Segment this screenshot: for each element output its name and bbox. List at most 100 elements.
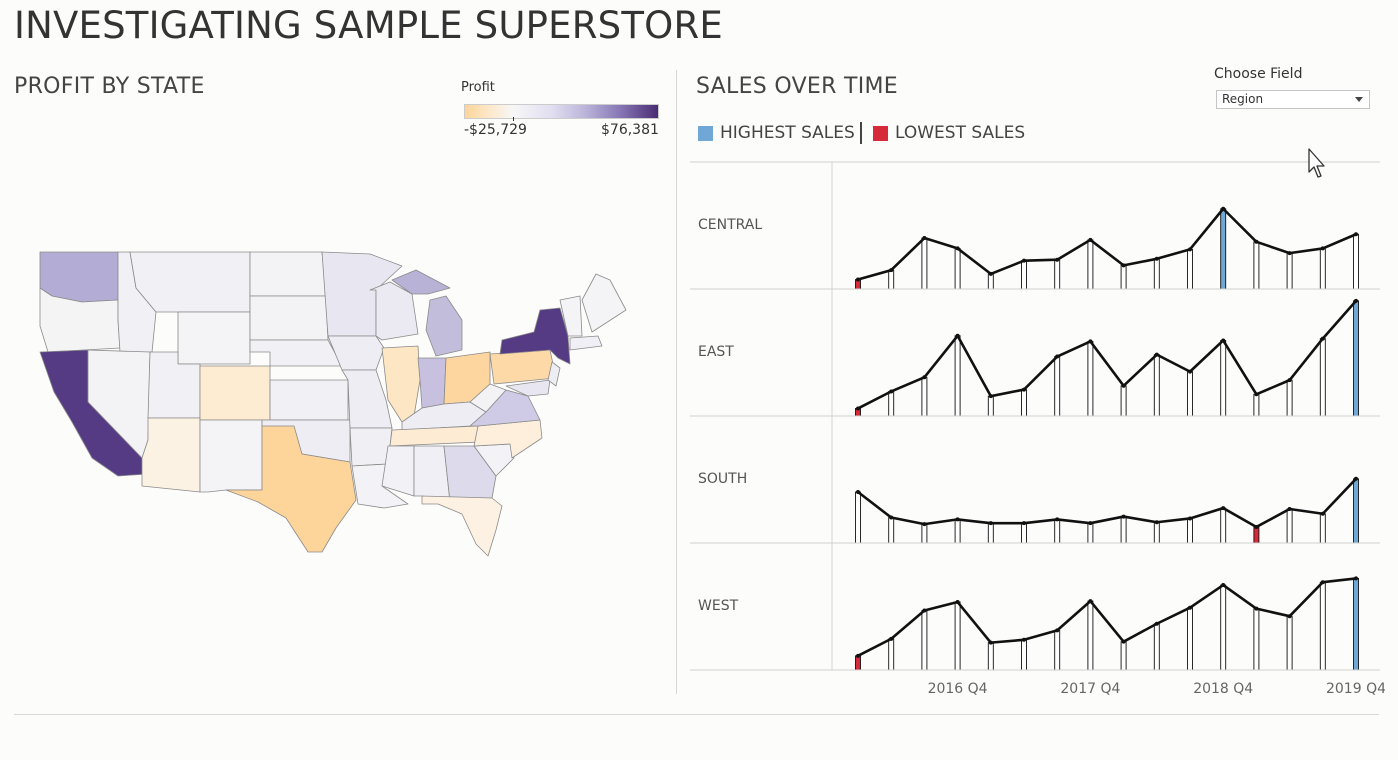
state-nebraska[interactable] xyxy=(249,339,343,367)
state-vermont-nh[interactable] xyxy=(559,295,583,337)
sales-point xyxy=(955,246,960,251)
sales-bar xyxy=(888,638,895,671)
sales-bar xyxy=(1286,508,1293,544)
state-texas[interactable] xyxy=(225,425,357,553)
sales-point xyxy=(889,636,894,641)
row-label-west: WEST xyxy=(698,598,739,614)
state-kansas[interactable] xyxy=(269,379,349,421)
sales-bar xyxy=(1220,584,1227,671)
sales-line-east xyxy=(857,299,1357,410)
sales-point xyxy=(1022,637,1026,642)
sales-point xyxy=(1354,232,1358,237)
mouse-pointer-icon xyxy=(1308,148,1325,178)
state-colorado[interactable] xyxy=(199,365,271,421)
sales-point xyxy=(889,389,894,394)
choose-field-label: Choose Field xyxy=(1214,66,1303,82)
state-new-mexico[interactable] xyxy=(199,419,263,493)
profit-by-state-title: PROFIT BY STATE xyxy=(14,74,205,99)
sales-bar xyxy=(1286,615,1293,671)
sales-point xyxy=(1221,206,1226,211)
state-massachusetts[interactable] xyxy=(569,335,603,351)
state-montana[interactable] xyxy=(129,251,251,313)
state-michigan[interactable] xyxy=(425,295,463,357)
sales-over-time-chart[interactable]: CENTRAL EAST SOUTH WEST 2016 Q4 2017 Q4 2018 Q… xyxy=(690,158,1385,698)
state-michigan-upper[interactable] xyxy=(391,269,451,295)
sales-point xyxy=(1320,511,1325,516)
sales-bar-highest xyxy=(1353,478,1359,544)
sales-point xyxy=(1154,520,1159,525)
sales-bar xyxy=(1253,393,1260,417)
sales-bar xyxy=(921,376,928,417)
sales-bar xyxy=(987,522,994,544)
state-new-york[interactable] xyxy=(499,307,571,365)
sales-bar xyxy=(954,335,961,417)
sales-bar xyxy=(1054,629,1061,671)
state-florida[interactable] xyxy=(421,495,503,557)
sales-point xyxy=(1188,247,1192,252)
sales-bar xyxy=(1153,258,1160,290)
state-north-dakota[interactable] xyxy=(249,251,327,297)
x-tick-label: 2018 Q4 xyxy=(1193,681,1253,697)
legend-highest[interactable]: HIGHEST SALES xyxy=(698,122,855,144)
sales-point xyxy=(988,521,993,526)
sales-point xyxy=(955,517,960,522)
state-wisconsin[interactable] xyxy=(369,281,419,341)
state-maine[interactable] xyxy=(581,273,627,333)
sales-bar xyxy=(1021,639,1027,671)
sales-point xyxy=(1154,352,1159,357)
state-georgia[interactable] xyxy=(443,445,497,503)
sales-point xyxy=(1221,506,1226,511)
sales-point xyxy=(1055,517,1060,522)
sales-bar xyxy=(954,247,961,290)
panel-divider xyxy=(676,70,677,694)
dashboard-title: INVESTIGATING SAMPLE SUPERSTORE xyxy=(14,4,723,47)
sales-point xyxy=(856,277,860,282)
sales-point xyxy=(922,375,927,380)
sales-bar xyxy=(1087,600,1094,671)
legend-lowest[interactable]: LOWEST SALES xyxy=(873,122,1025,144)
sales-point xyxy=(1088,237,1093,242)
sales-point xyxy=(1254,392,1259,397)
sales-bar xyxy=(1187,607,1193,671)
profit-color-gradient[interactable] xyxy=(464,104,659,119)
sales-bar xyxy=(1153,354,1160,417)
sales-point xyxy=(1022,258,1026,263)
choose-field-dropdown[interactable]: Region xyxy=(1216,90,1370,109)
sales-bar xyxy=(1120,264,1127,290)
sales-point xyxy=(1055,354,1060,359)
state-pennsylvania[interactable] xyxy=(489,349,557,385)
sales-point xyxy=(988,640,993,645)
state-maryland[interactable] xyxy=(505,379,551,397)
state-missouri[interactable] xyxy=(341,369,393,429)
state-west-virginia[interactable] xyxy=(469,383,507,413)
state-indiana[interactable] xyxy=(417,357,447,409)
sales-bar xyxy=(1319,247,1326,290)
sales-point xyxy=(1055,628,1060,633)
row-label-east: EAST xyxy=(698,344,734,360)
sales-bar xyxy=(1286,252,1293,290)
sales-point xyxy=(1354,476,1358,481)
state-south-dakota[interactable] xyxy=(249,295,329,341)
chevron-down-icon[interactable] xyxy=(1355,97,1363,102)
sales-bar xyxy=(1153,521,1160,544)
sales-bar-highest xyxy=(1353,300,1359,417)
state-washington[interactable] xyxy=(39,251,119,303)
state-iowa[interactable] xyxy=(327,335,385,371)
sales-bar xyxy=(1120,641,1127,671)
sales-bar xyxy=(1220,340,1227,417)
state-arizona[interactable] xyxy=(141,417,201,493)
sales-point xyxy=(1154,256,1159,261)
sales-bar xyxy=(987,395,994,417)
state-new-jersey[interactable] xyxy=(547,361,561,387)
sales-point xyxy=(1287,614,1292,619)
us-profit-map[interactable] xyxy=(30,240,640,560)
sales-bar xyxy=(987,273,994,290)
state-wyoming[interactable] xyxy=(177,311,251,365)
sales-bar xyxy=(888,269,895,290)
state-mississippi[interactable] xyxy=(381,445,415,497)
sales-point xyxy=(1320,246,1325,251)
sales-point xyxy=(1121,263,1126,268)
legend-separator xyxy=(860,122,862,144)
sales-bar xyxy=(888,517,895,544)
sales-point xyxy=(1154,621,1159,626)
